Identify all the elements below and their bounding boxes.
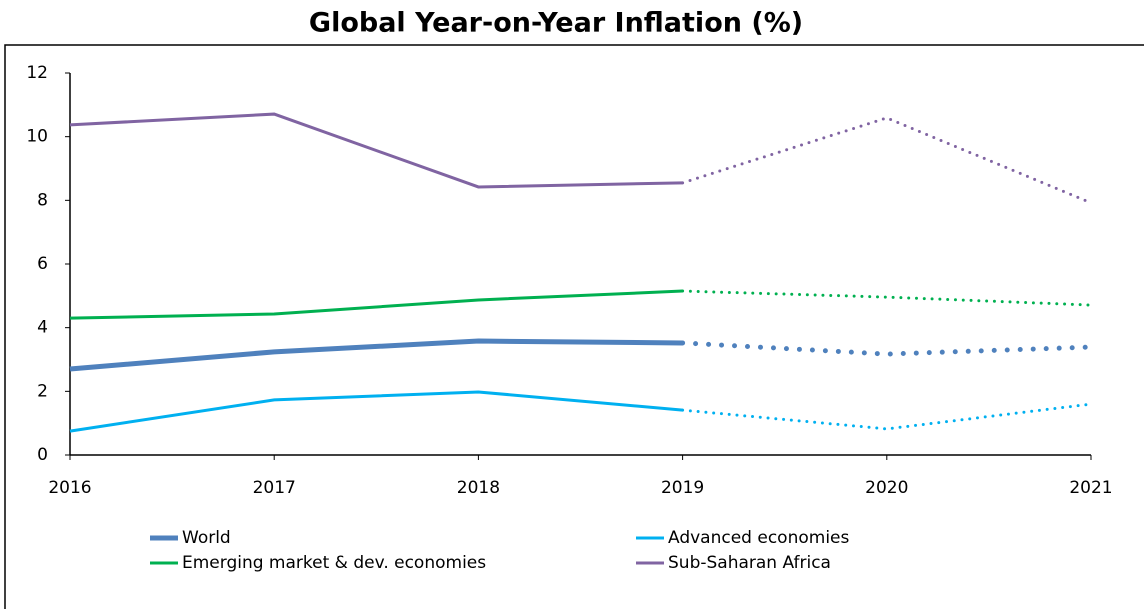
y-tick-label: 8 [37,190,48,210]
legend-label: World [182,528,231,548]
series-line [69,112,683,189]
legend-label: Emerging market & dev. economies [182,553,486,573]
legend-label: Advanced economies [668,528,849,548]
x-tick-label: 2020 [865,478,908,498]
series-line [69,390,683,433]
legend-label: Sub-Saharan Africa [668,553,831,573]
y-tick-label: 2 [37,381,48,401]
series-line [69,338,683,372]
y-tick-label: 0 [37,445,48,465]
y-tick-label: 10 [26,127,48,147]
x-tick-label: 2021 [1069,478,1112,498]
chart-title: Global Year-on-Year Inflation (%) [309,8,803,39]
x-tick-label: 2016 [48,478,91,498]
x-tick-label: 2018 [457,478,500,498]
y-tick-label: 4 [37,318,48,338]
projection-line [681,116,1093,205]
y-tick-label: 6 [37,254,48,274]
projection-line [681,289,1093,307]
projection-line [680,340,1094,357]
chart-frame [4,44,1144,609]
x-tick-label: 2017 [253,478,296,498]
projection-line [681,402,1093,431]
y-tick-label: 12 [26,63,48,83]
x-tick-label: 2019 [661,478,704,498]
series-line [69,289,683,320]
